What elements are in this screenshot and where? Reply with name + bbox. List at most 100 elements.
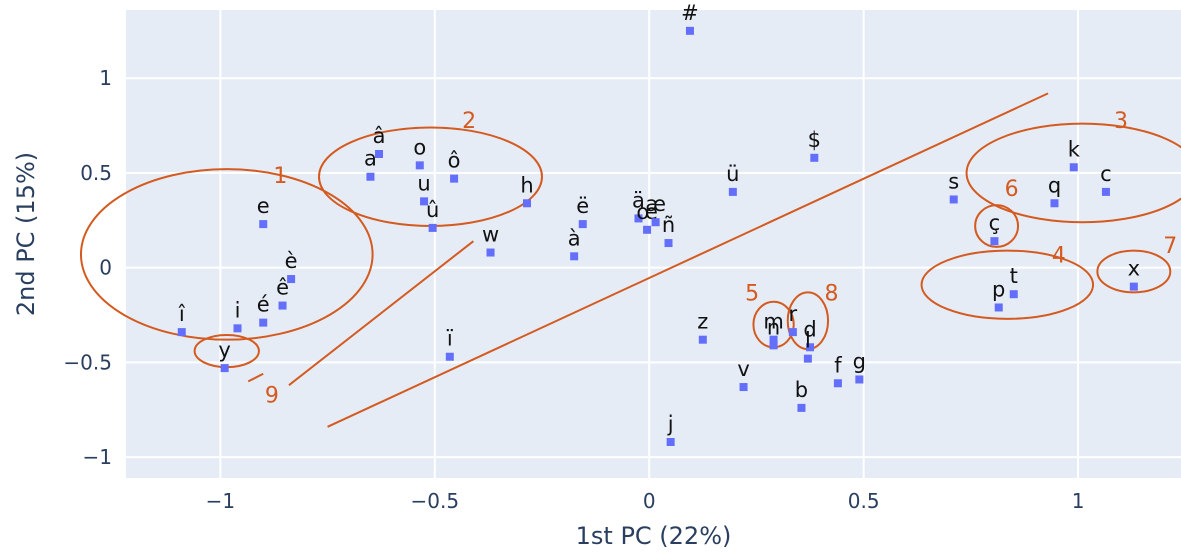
point-label: â	[373, 124, 386, 148]
point-marker	[990, 237, 999, 246]
point-label: z	[697, 310, 708, 334]
point-marker	[806, 343, 815, 352]
cluster-7-ellipse	[1096, 249, 1172, 294]
x-tick-labels: −1 −0.5 0 0.5 1	[206, 489, 1085, 513]
cluster-6-ellipse	[974, 204, 1020, 248]
x-tick-label: 0.5	[848, 489, 880, 513]
point-label: e	[257, 194, 270, 218]
point-marker	[664, 239, 673, 248]
point-marker	[666, 438, 675, 446]
annotation-line	[247, 372, 264, 383]
point-marker	[287, 275, 296, 284]
point-label: é	[257, 293, 270, 317]
point-label: œ	[636, 200, 657, 224]
point-marker	[855, 375, 864, 384]
point-marker	[450, 174, 459, 183]
point-label: ä	[632, 188, 645, 212]
point-marker	[1009, 290, 1018, 299]
point-label: p	[992, 277, 1005, 301]
point-label: n	[767, 315, 780, 339]
point-marker	[445, 352, 454, 361]
x-tick-label: 1	[1072, 489, 1085, 513]
y-tick-label: 0	[99, 256, 112, 280]
y-tick-label: −0.5	[63, 350, 112, 374]
point-marker	[278, 301, 287, 310]
point-marker	[220, 364, 229, 373]
point-marker	[769, 335, 778, 344]
cluster-3-ellipse	[965, 122, 1181, 224]
point-marker	[1101, 187, 1110, 196]
cluster-4-label: 4	[1052, 243, 1066, 268]
point-label: è	[285, 249, 298, 273]
point-marker	[994, 303, 1003, 312]
cluster-9-label: 9	[265, 384, 279, 409]
point-marker	[420, 197, 429, 206]
point-label: l	[805, 329, 811, 353]
point-label: s	[948, 169, 959, 193]
cluster-4-ellipse	[920, 249, 1095, 320]
x-axis-title: 1st PC (22%)	[576, 522, 732, 550]
point-label: ô	[448, 149, 461, 173]
point-marker	[366, 172, 375, 181]
point-marker	[259, 318, 268, 327]
point-marker	[949, 195, 958, 204]
point-label: æ	[645, 192, 666, 216]
point-label: ë	[576, 194, 589, 218]
point-label: î	[178, 302, 186, 326]
point-label: o	[413, 135, 426, 159]
point-label: ï	[446, 327, 453, 351]
point-label: q	[1048, 173, 1061, 197]
point-marker	[570, 252, 579, 261]
point-label: w	[482, 223, 499, 247]
cluster-5-label: 5	[745, 281, 759, 306]
point-label: ç	[989, 211, 1001, 235]
point-marker	[375, 150, 384, 158]
x-tick-label: −1	[206, 489, 235, 513]
point-label: ê	[276, 276, 289, 300]
point-marker	[651, 218, 660, 227]
cluster-1-label: 1	[273, 164, 287, 189]
point-marker	[486, 248, 495, 257]
point-marker	[803, 354, 812, 363]
point-marker	[522, 199, 531, 208]
cluster-8-label: 8	[824, 281, 838, 306]
point-label: i	[235, 298, 241, 322]
point-marker	[259, 220, 268, 229]
grid-lines	[126, 10, 1181, 478]
point-marker	[634, 214, 643, 223]
y-axis-title: 2nd PC (15%)	[12, 152, 40, 316]
x-tick-label: −0.5	[410, 489, 459, 513]
point-marker	[698, 335, 707, 344]
point-marker	[578, 220, 587, 229]
point-label: b	[795, 378, 808, 402]
annotation-line	[288, 240, 474, 386]
point-label: r	[789, 302, 798, 326]
cluster-7-label: 7	[1163, 234, 1177, 259]
point-label: j	[667, 412, 674, 436]
point-marker	[797, 403, 806, 412]
cluster-6-label: 6	[1005, 177, 1019, 202]
point-marker	[1129, 282, 1138, 291]
point-label: $	[808, 128, 821, 152]
point-marker	[685, 26, 694, 35]
y-tick-labels: −1 −0.5 0 0.5 1	[63, 66, 112, 469]
point-label: d	[803, 317, 816, 341]
point-marker	[177, 328, 186, 337]
point-marker	[788, 328, 797, 337]
point-label: m	[763, 310, 783, 334]
point-label: v	[737, 357, 749, 381]
point-label: a	[364, 147, 377, 171]
point-label: g	[853, 349, 866, 373]
point-marker	[233, 324, 242, 333]
point-label: t	[1010, 264, 1018, 288]
point-label: ñ	[662, 213, 675, 237]
cluster-2-label: 2	[462, 109, 476, 134]
annotation-line	[327, 92, 1049, 428]
point-label: #	[681, 1, 699, 25]
point-label: ü	[726, 162, 739, 186]
point-label: f	[834, 353, 842, 377]
cluster-1-ellipse	[79, 168, 374, 341]
point-label: y	[218, 338, 230, 362]
point-marker	[769, 341, 778, 350]
